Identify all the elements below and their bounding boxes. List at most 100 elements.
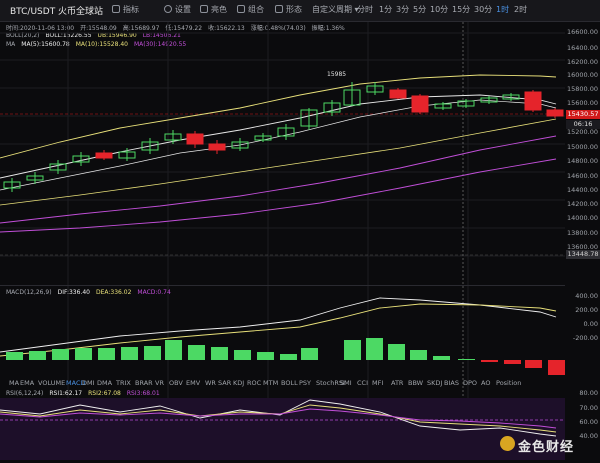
candle-body [254, 135, 272, 141]
macd-bar [188, 345, 205, 360]
tab-timeframe[interactable]: 分时 [357, 5, 373, 14]
candle-body [3, 181, 21, 189]
price-axis-label: 15800.00 [566, 85, 598, 93]
price-axis-label: 14600.00 [566, 172, 598, 180]
indicator-tab-cci[interactable]: CCI [357, 379, 368, 387]
candle-body [141, 141, 159, 151]
price-axis-label: 14400.00 [566, 186, 598, 194]
rsi-info: RSI(6,12,24) RSI1:62.17 RSI2:67.08 RSI3:68.… [6, 390, 160, 397]
price-axis-label: 16000.00 [566, 71, 598, 79]
tab-timeframe[interactable]: 5分 [413, 5, 427, 14]
theme-button[interactable]: 亮色 [200, 4, 227, 15]
tab-timeframe[interactable]: 10分 [430, 5, 449, 14]
tab-timeframe-active[interactable]: 1时 [496, 5, 510, 14]
price-axis-label: 15200.00 [566, 128, 598, 136]
indicator-tab-atr[interactable]: ATR [391, 379, 404, 387]
candle-body [480, 97, 498, 103]
macd-bar [388, 344, 405, 360]
chevron-down-icon: ▾ [352, 5, 359, 14]
macd-bar [280, 354, 297, 360]
indicator-tab-mfi[interactable]: MFI [372, 379, 384, 387]
indicator-tab-ma[interactable]: MA [9, 379, 20, 387]
price-axis-label: 13800.00 [566, 229, 598, 237]
indicator-tab-obv[interactable]: OBV [169, 379, 183, 387]
indicator-tab-stochrsi[interactable]: StochRSI [316, 379, 345, 387]
indicator-tab-ao[interactable]: AO [481, 379, 491, 387]
tab-timeframe[interactable]: 2时 [514, 5, 528, 14]
theme-icon [200, 5, 208, 13]
tab-timeframe[interactable]: 15分 [452, 5, 471, 14]
indicator-tab-bbw[interactable]: BBW [408, 379, 424, 387]
price-axis-label: 15000.00 [566, 143, 598, 151]
macd-bar [525, 360, 542, 368]
candle-body [26, 175, 44, 181]
macd-bar [366, 338, 383, 360]
macd-axis-label: -200.00 [572, 334, 598, 342]
tab-timeframe[interactable]: 1分 [379, 5, 393, 14]
candle-body [300, 109, 318, 127]
indicator-tab-boll[interactable]: BOLL [281, 379, 298, 387]
indicator-tab-psy[interactable]: PSY [299, 379, 312, 387]
pattern-button[interactable]: 形态 [275, 4, 302, 15]
rsi2-line [0, 404, 557, 433]
macd-bar [481, 360, 498, 362]
indicator-tab-trix[interactable]: TRIX [116, 379, 131, 387]
indicator-tab-vr[interactable]: VR [155, 379, 164, 387]
macd-bar [257, 352, 274, 360]
toolbar: BTC/USDT 火币全球站 指标 设置 亮色 组合 形态 自定义周期 ▾ 分时… [0, 0, 600, 22]
ma10-line [0, 99, 557, 191]
current-price-tag: 15430.57 [566, 110, 600, 119]
indicator-tab-ema[interactable]: EMA [20, 379, 35, 387]
indicator-tab-dpo[interactable]: DPO [463, 379, 478, 387]
indicator-tab-skdj[interactable]: SKDJ [427, 379, 443, 387]
price-axis-label: 16600.00 [566, 28, 598, 36]
candle-body [457, 100, 475, 107]
macd-bar [144, 346, 161, 360]
indicator-button[interactable]: 指标 [112, 4, 139, 15]
macd-bar [410, 350, 427, 360]
settings-button[interactable]: 设置 [164, 4, 191, 15]
indicator-tab-dmi[interactable]: DMI [82, 379, 95, 387]
macd-bar [52, 349, 69, 360]
macd-bar [234, 350, 251, 360]
candle-body [366, 85, 384, 93]
rsi3-line [0, 408, 557, 429]
indicator-tab-smi[interactable]: SMI [340, 379, 352, 387]
indicator-tab-brar[interactable]: BRAR [135, 379, 153, 387]
indicator-tab-dma[interactable]: DMA [97, 379, 113, 387]
watermark: 金色财经 [518, 440, 575, 455]
price-axis-label: 14000.00 [566, 214, 598, 222]
combo-button[interactable]: 组合 [237, 4, 264, 15]
tab-timeframe[interactable]: 30分 [474, 5, 493, 14]
macd-bar [504, 360, 521, 364]
custom-period-button[interactable]: 自定义周期 ▾ [312, 5, 359, 14]
macd-info: MACD(12,26,9) DIF:336.40 DEA:336.02 MACD:0.… [6, 289, 171, 296]
indicator-tab-bias[interactable]: BIAS [444, 379, 459, 387]
indicator-tab-roc[interactable]: ROC [247, 379, 262, 387]
indicator-tab-emv[interactable]: EMV [186, 379, 201, 387]
macd-bar [121, 347, 138, 360]
macd-bar [75, 348, 92, 360]
boll-upper-line [0, 74, 557, 159]
ohlc-info: 时间:2020-11-06 13:00 开:15548.09 高:15689.97 低… [6, 25, 345, 32]
indicator-tab-mtm[interactable]: MTM [263, 379, 279, 387]
tab-timeframe[interactable]: 3分 [396, 5, 410, 14]
price-axis-label: 16400.00 [566, 44, 598, 52]
symbol-title[interactable]: BTC/USDT 火币全球站 [10, 7, 104, 17]
indicator-tab-wr[interactable]: WR [205, 379, 216, 387]
indicator-tab-position[interactable]: Position [496, 379, 522, 387]
rsi-axis-label: 70.00 [579, 404, 598, 412]
price-axis-label: 14800.00 [566, 157, 598, 165]
indicator-tab-sar[interactable]: SAR [218, 379, 232, 387]
macd-bar [458, 359, 475, 360]
watermark-logo-icon [500, 436, 515, 451]
candle-body [186, 133, 204, 145]
candle-body [524, 91, 542, 111]
indicator-tab-macd[interactable]: MACD [66, 379, 86, 387]
macd-bar [301, 348, 318, 360]
indicator-tab-volume[interactable]: VOLUME [38, 379, 66, 387]
ma-info: MA MA(5):15600.78 MA(10):15528.40 MA(30):14… [6, 41, 187, 48]
indicator-tab-kdj[interactable]: KDJ [233, 379, 245, 387]
ma30-line [0, 135, 557, 224]
